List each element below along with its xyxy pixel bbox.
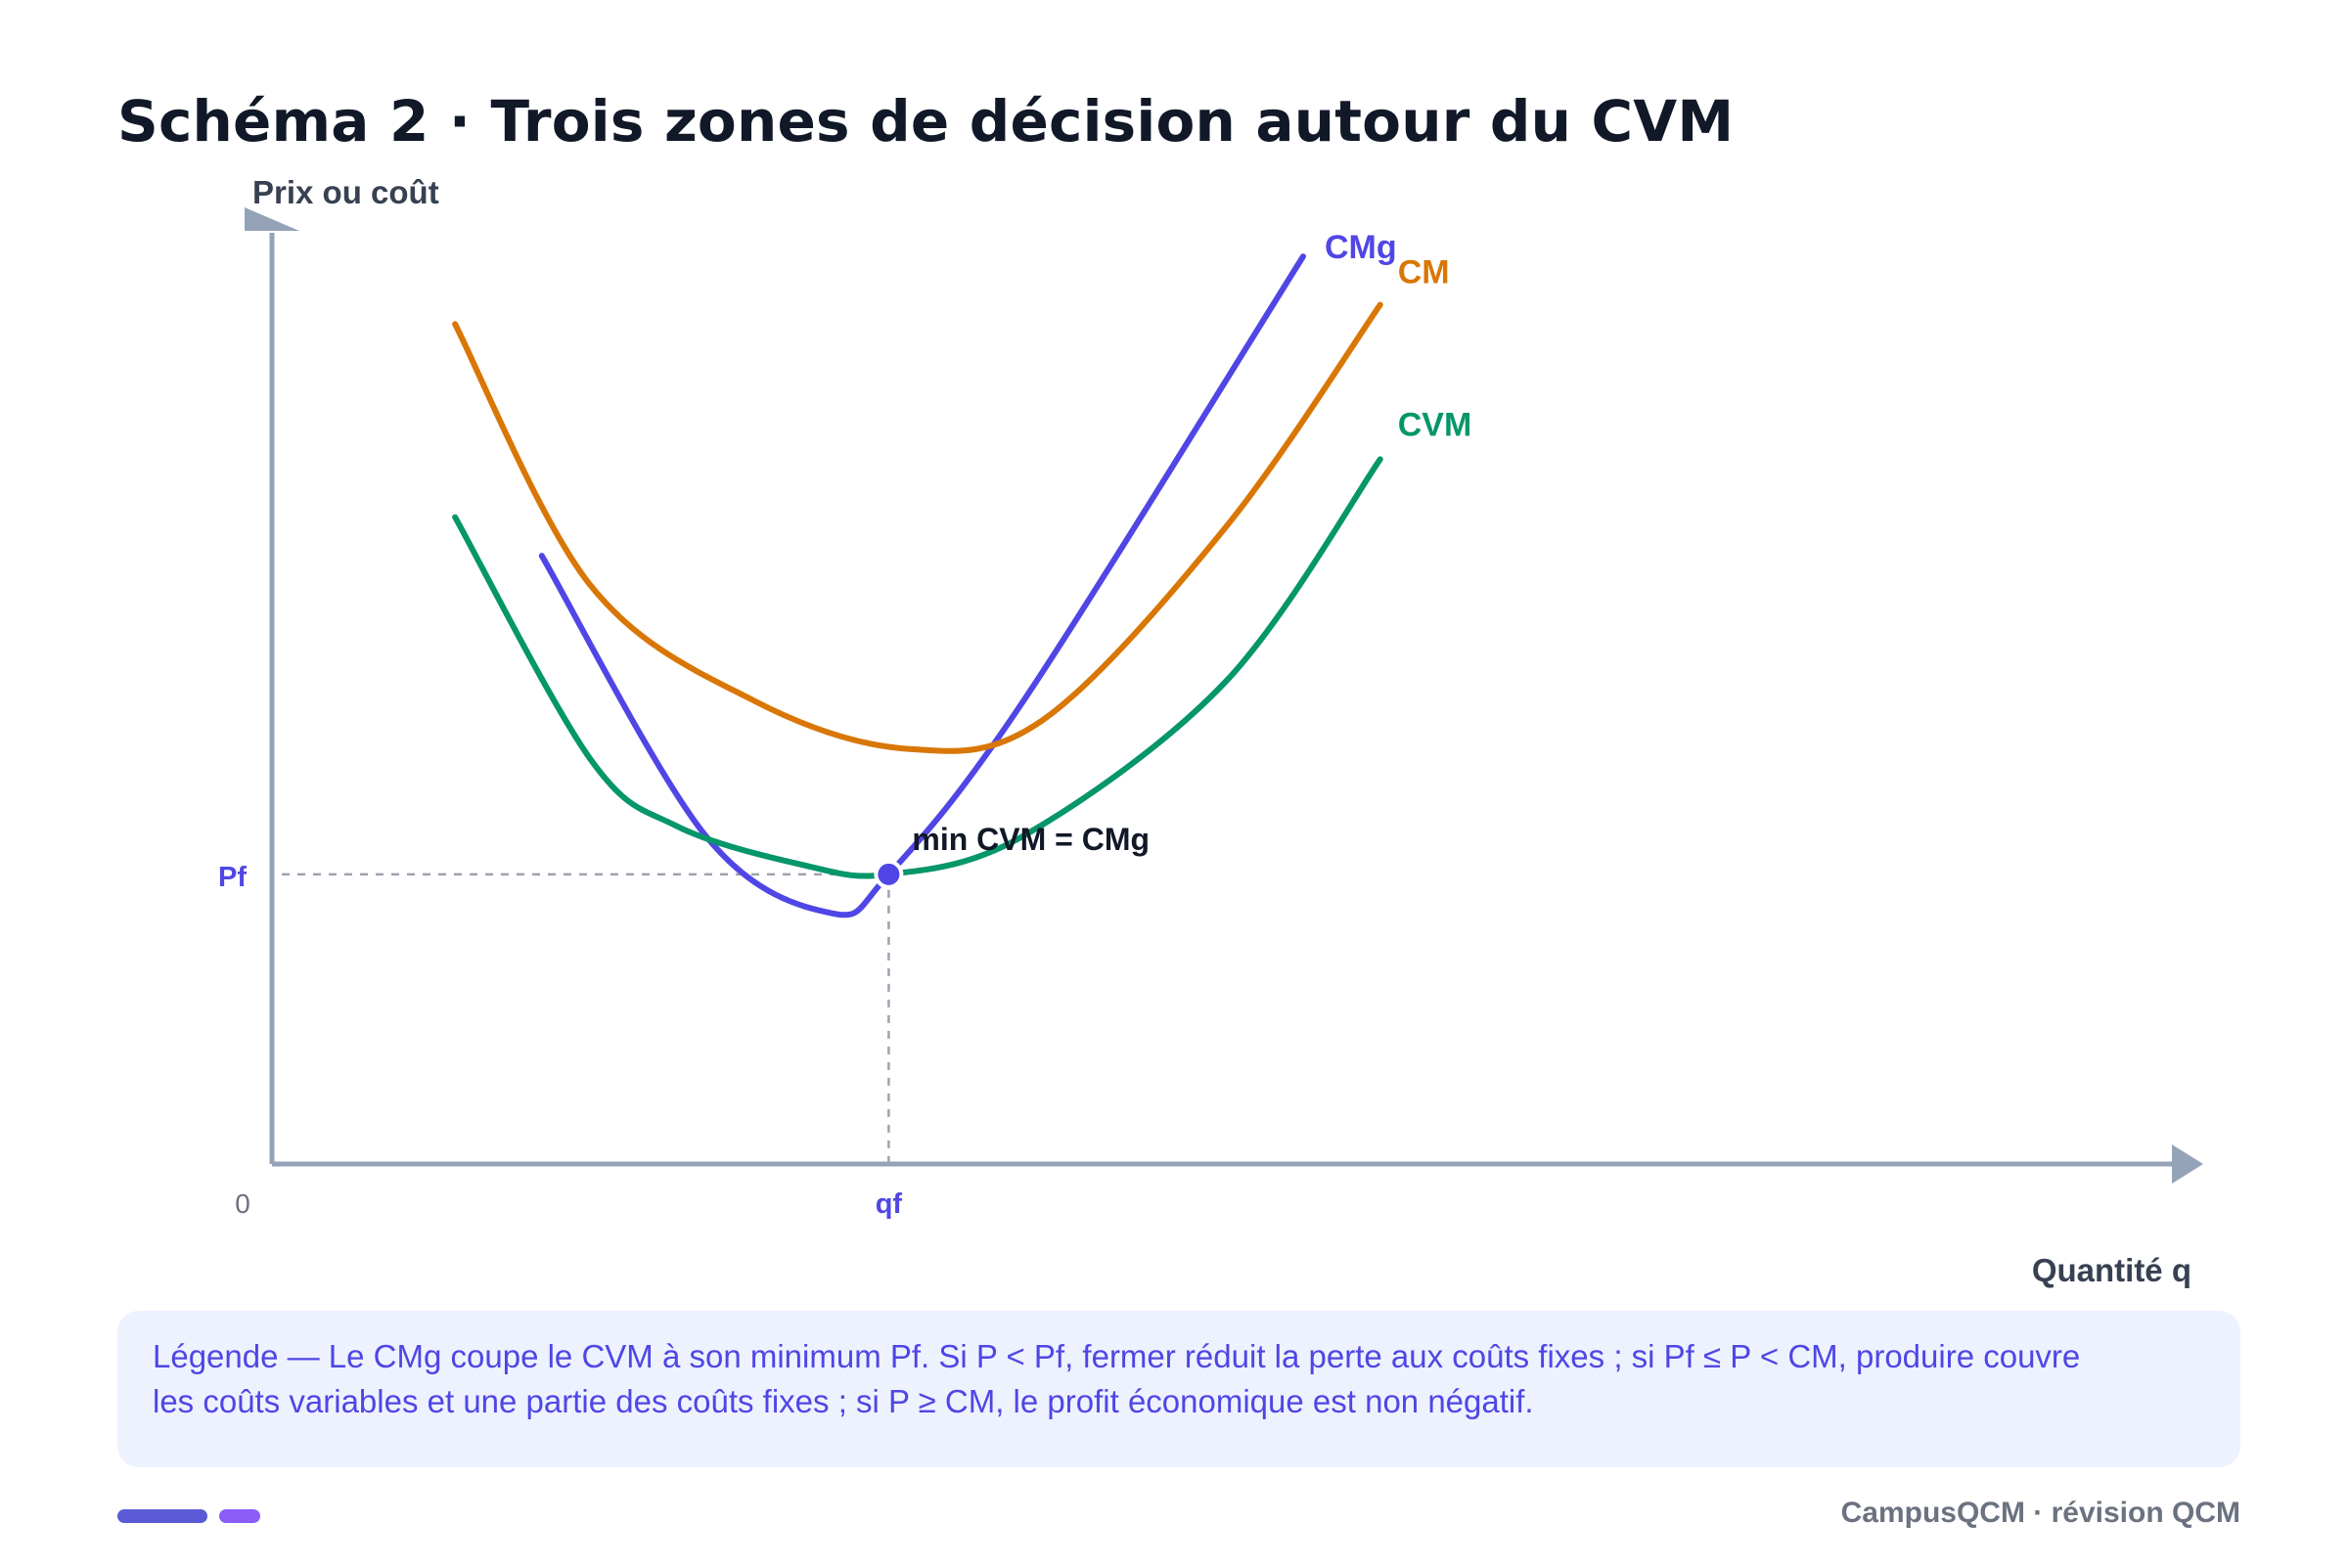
- series-cm-line: [452, 301, 1383, 754]
- x-axis-arrow: [2172, 1144, 2203, 1184]
- legend-text: Légende — Le CMg coupe le CVM à son mini…: [153, 1338, 2081, 1419]
- min-cvm-point-label: min CVM = CMg: [912, 822, 1150, 857]
- y-axis-arrow: [245, 207, 299, 231]
- x-axis-label: Quantité q: [2032, 1252, 2191, 1288]
- footer-brand: CampusQCM · révision QCM: [1840, 1497, 2240, 1529]
- page-title: Schéma 2 · Trois zones de décision autou…: [117, 88, 1735, 155]
- legend-box: Légende — Le CMg coupe le CVM à son mini…: [117, 1311, 2240, 1467]
- series-cm-label: CM: [1398, 254, 1450, 291]
- y-tick-label-pf: Pf: [218, 862, 247, 893]
- x-tick-label-qf: qf: [876, 1188, 903, 1220]
- decorative-pill-violet: [219, 1509, 260, 1523]
- min-cvm-point: [874, 859, 904, 889]
- series-cvm-line: [452, 456, 1383, 879]
- series-cvm-label: CVM: [1398, 406, 1472, 443]
- y-axis-label: Prix ou coût: [252, 174, 439, 210]
- series-cmg-label: CMg: [1325, 229, 1397, 266]
- decorative-pill-indigo: [117, 1509, 207, 1523]
- origin-label: 0: [235, 1188, 250, 1219]
